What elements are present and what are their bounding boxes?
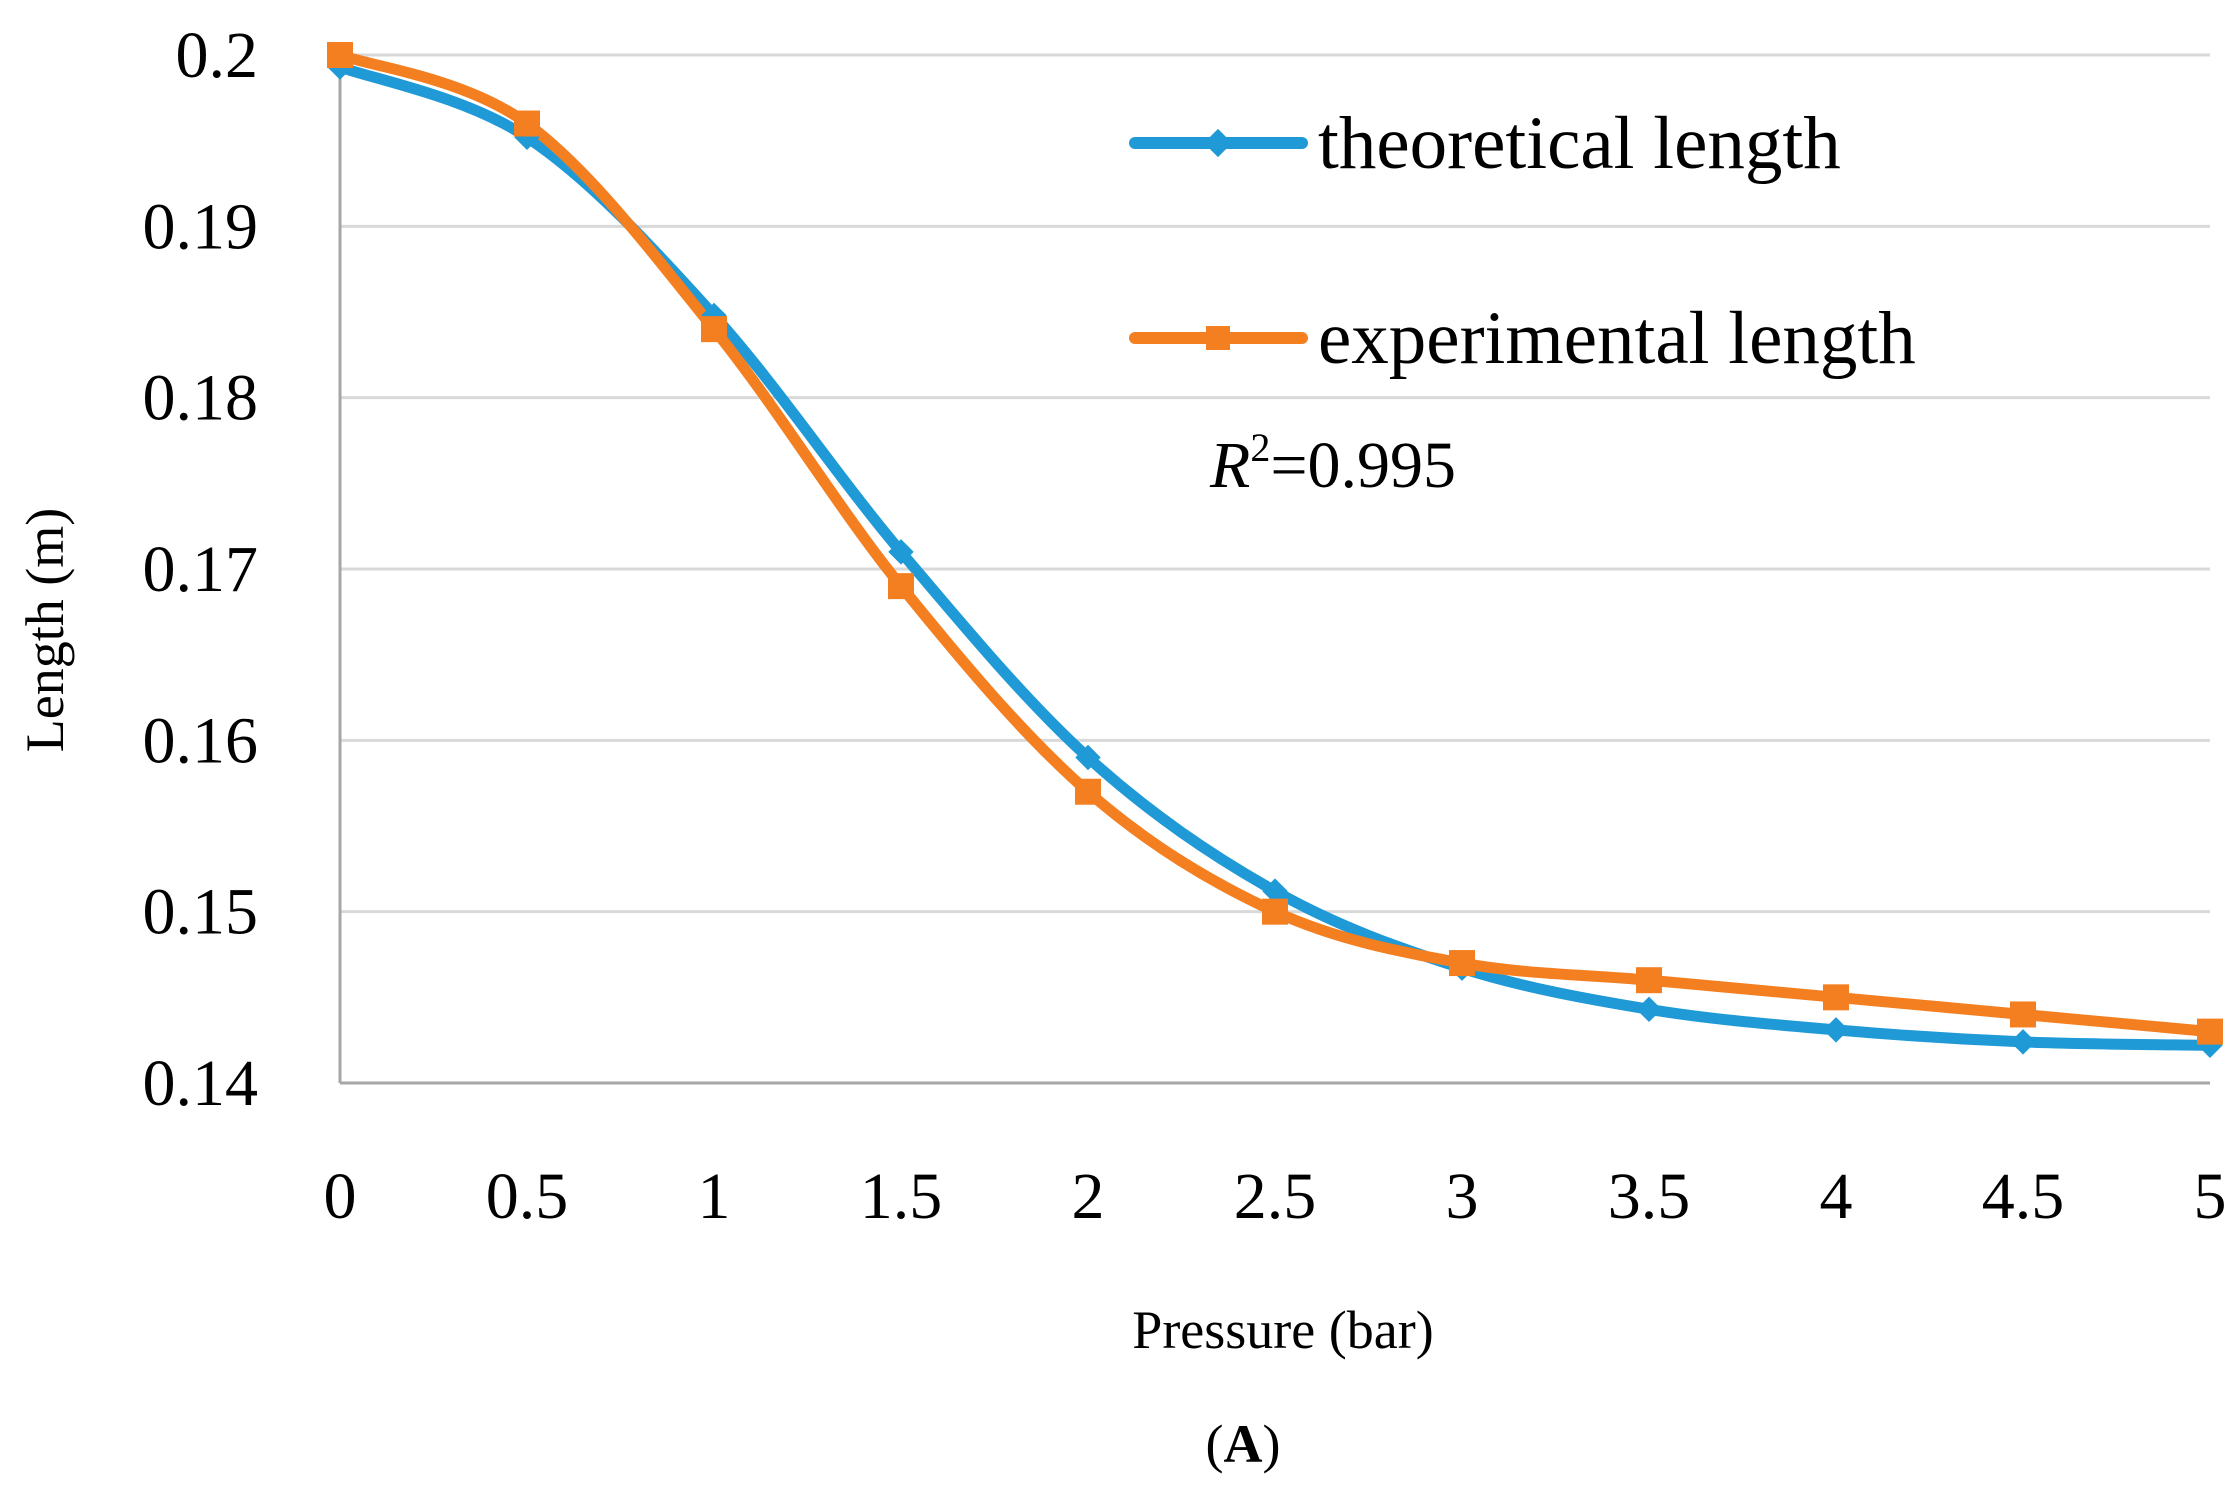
- x-tick-labels: 0 0.5 1 1.5 2 2.5 3 3.5 4 4.5 5: [324, 1160, 2227, 1233]
- x-tick-label: 1.5: [860, 1160, 943, 1233]
- series-line-experimental: [334, 49, 2216, 1038]
- caption-close-paren: ): [1263, 1414, 1281, 1474]
- caption-letter: A: [1224, 1414, 1263, 1474]
- legend-label-experimental: experimental length: [1318, 297, 1916, 380]
- x-tick-label: 3.5: [1608, 1160, 1691, 1233]
- data-point-experimental: [1636, 967, 1662, 994]
- x-axis-title: Pressure (bar): [1132, 1300, 1433, 1360]
- y-tick-label: 0.18: [143, 362, 259, 435]
- data-point-experimental: [514, 110, 540, 137]
- x-tick-label: 0: [324, 1160, 357, 1233]
- legend-swatch-theoretical-marker: [1203, 128, 1233, 158]
- y-tick-label: 0.16: [143, 704, 259, 777]
- r-squared-annotation: R2=0.995: [1209, 425, 1456, 502]
- r-squared-value: =0.995: [1270, 429, 1456, 502]
- gridlines: [340, 53, 2210, 914]
- data-point-experimental: [701, 316, 727, 343]
- series-lines: [334, 49, 2216, 1051]
- legend: theoretical length experimental length: [1129, 102, 1916, 380]
- data-point-theoretical: [888, 539, 914, 565]
- x-tick-label: 4: [1820, 1160, 1853, 1233]
- y-tick-label: 0.2: [176, 19, 259, 92]
- data-point-theoretical: [2010, 1029, 2036, 1055]
- series-markers: [327, 42, 2223, 1059]
- x-tick-label: 3: [1446, 1160, 1479, 1233]
- legend-label-theoretical: theoretical length: [1318, 102, 1841, 185]
- axes: [338, 55, 2210, 1085]
- y-axis-title: Length (m): [15, 508, 75, 752]
- data-point-experimental: [2010, 1001, 2036, 1028]
- legend-item-experimental: experimental length: [1129, 297, 1916, 380]
- figure-caption: (A): [1206, 1414, 1281, 1474]
- data-point-experimental: [1823, 984, 1849, 1011]
- r-squared-symbol: R: [1209, 429, 1250, 502]
- y-tick-label: 0.19: [143, 190, 259, 263]
- caption-open-paren: (: [1206, 1414, 1224, 1474]
- x-tick-label: 4.5: [1982, 1160, 2065, 1233]
- r-squared-superscript: 2: [1250, 425, 1270, 470]
- data-point-experimental: [1075, 778, 1101, 805]
- data-point-experimental: [2197, 1018, 2223, 1045]
- data-point-experimental: [327, 42, 353, 68]
- y-tick-label: 0.15: [143, 876, 259, 949]
- x-tick-label: 0.5: [486, 1160, 569, 1233]
- x-tick-label: 5: [2194, 1160, 2227, 1233]
- y-tick-labels: 0.14 0.15 0.16 0.17 0.18 0.19 0.2: [143, 19, 259, 1120]
- legend-item-theoretical: theoretical length: [1129, 102, 1841, 185]
- data-point-theoretical: [1636, 996, 1662, 1023]
- x-tick-label: 2: [1072, 1160, 1105, 1233]
- data-point-experimental: [1449, 950, 1475, 977]
- x-tick-label: 2.5: [1234, 1160, 1317, 1233]
- x-tick-label: 1: [698, 1160, 731, 1233]
- data-point-theoretical: [1823, 1017, 1849, 1043]
- data-point-experimental: [888, 573, 914, 600]
- y-tick-label: 0.14: [143, 1047, 259, 1120]
- data-point-experimental: [1262, 898, 1288, 925]
- y-tick-label: 0.17: [143, 533, 259, 606]
- legend-swatch-experimental-marker: [1206, 326, 1230, 350]
